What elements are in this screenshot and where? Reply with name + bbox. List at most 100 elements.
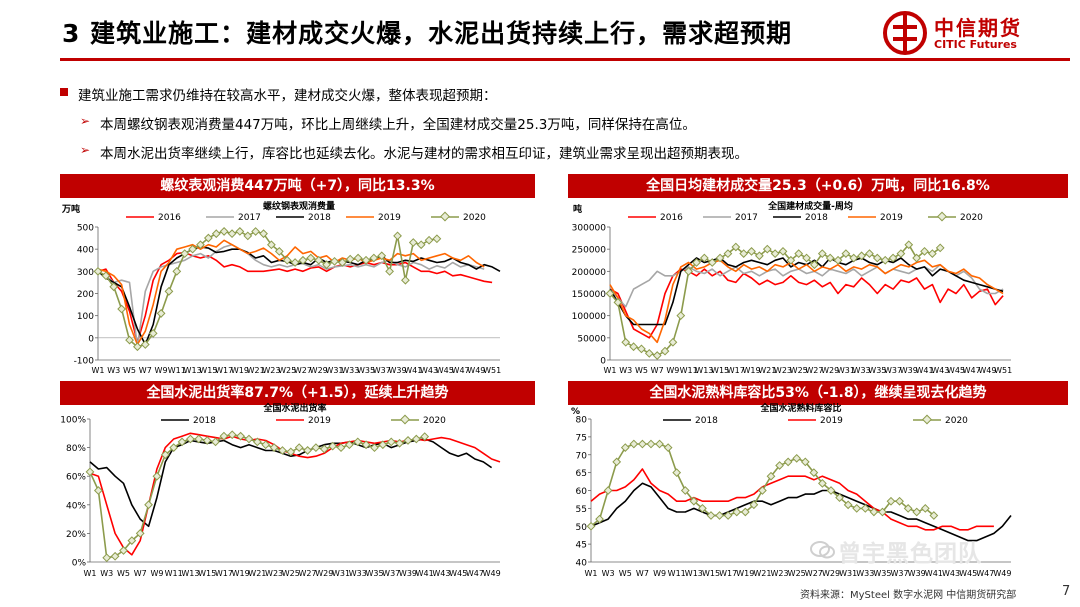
data-point-2020	[227, 229, 237, 239]
legend-label: 2016	[660, 213, 683, 223]
data-point-2020	[109, 282, 119, 292]
banner-cement-ship: 全国水泥出货率87.7%（+1.5），延续上升趋势	[60, 381, 535, 405]
y-tick-label: 20%	[66, 530, 86, 540]
y-tick-label: -100	[74, 357, 95, 367]
data-point-2020	[369, 253, 379, 263]
data-point-2020	[680, 486, 690, 495]
data-point-2020	[707, 258, 717, 267]
series-line-2019	[97, 239, 485, 346]
x-tick-label: W3	[107, 366, 120, 375]
x-tick-label: W13	[184, 366, 202, 375]
x-tick-label: W37	[891, 569, 909, 578]
data-point-2020	[699, 253, 709, 263]
legend-label: 2020	[945, 416, 968, 426]
data-point-2020	[809, 468, 819, 477]
data-point-2020	[378, 440, 388, 450]
data-point-2020	[133, 342, 142, 352]
data-point-2020	[792, 453, 802, 463]
data-point-2020	[739, 249, 749, 258]
x-tick-label: W1	[92, 366, 105, 375]
data-point-2020	[778, 246, 788, 256]
data-point-2020	[235, 227, 245, 236]
x-tick-label: W49	[993, 569, 1011, 578]
data-point-2020	[754, 251, 764, 261]
x-tick-label: W23	[262, 366, 280, 375]
data-point-2020	[160, 450, 170, 460]
x-tick-label: W39	[908, 569, 926, 578]
y-tick-label: 0	[88, 334, 94, 344]
unit-label: 吨	[573, 203, 582, 215]
x-tick-label: W9	[150, 569, 163, 578]
data-point-2020	[140, 340, 150, 349]
data-point-2020	[93, 266, 103, 276]
x-tick-label: W5	[123, 366, 136, 375]
banner-clinker: 全国水泥熟料库容比53%（-1.8），继续呈现去化趋势	[568, 381, 1068, 405]
x-tick-label: W19	[736, 569, 754, 578]
x-tick-label: W29	[310, 366, 328, 375]
x-tick-label: W51	[994, 366, 1012, 375]
data-point-2020	[303, 446, 312, 455]
x-tick-label: W41	[416, 569, 434, 578]
x-tick-label: W25	[282, 569, 300, 578]
x-tick-label: W13	[685, 569, 703, 578]
x-tick-label: W43	[420, 366, 438, 375]
bullet-sub-2: 本周水泥出货率继续上行，库容比也延续去化。水泥与建材的需求相互印证，建筑业需求呈…	[100, 146, 748, 162]
data-point-2020	[732, 507, 742, 517]
data-point-2020	[194, 434, 204, 444]
x-tick-label: W19	[231, 366, 249, 375]
y-tick-label: 100%	[60, 416, 86, 426]
x-tick-label: W17	[215, 366, 233, 375]
x-tick-label: W47	[466, 569, 484, 578]
data-point-2020	[361, 440, 371, 450]
data-point-2020	[125, 335, 134, 345]
data-point-2020	[663, 443, 673, 453]
x-tick-label: W39	[399, 569, 417, 578]
data-point-2020	[408, 238, 418, 247]
series-line-2019	[89, 432, 501, 556]
x-tick-label: W27	[294, 366, 312, 375]
data-point-2020	[676, 311, 686, 321]
y-tick-label: 500	[77, 224, 94, 234]
data-point-2020	[85, 467, 95, 477]
data-point-2020	[920, 503, 930, 513]
x-tick-label: W43	[931, 366, 949, 375]
y-tick-label: 80	[576, 416, 588, 426]
x-tick-label: W17	[727, 366, 745, 375]
legend-label: 2019	[820, 416, 843, 426]
x-tick-label: W5	[117, 569, 130, 578]
data-point-2020	[393, 231, 402, 241]
data-point-2020	[269, 443, 279, 452]
data-point-2020	[361, 255, 371, 265]
y-tick-label: 60	[576, 487, 588, 497]
data-point-2020	[306, 253, 316, 263]
data-point-2020	[330, 256, 339, 266]
x-tick-label: W37	[373, 366, 391, 375]
data-point-2020	[605, 289, 615, 298]
x-tick-label: W45	[436, 366, 454, 375]
y-tick-label: 100000	[572, 312, 607, 322]
data-point-2020	[144, 500, 153, 510]
y-tick-label: 300000	[572, 224, 607, 234]
x-tick-label: W3	[619, 366, 632, 375]
series-line-2019	[590, 468, 994, 531]
data-point-2020	[278, 446, 287, 455]
x-tick-label: W47	[963, 366, 981, 375]
data-point-2020	[644, 348, 654, 358]
data-point-2020	[314, 255, 324, 265]
data-point-2020	[646, 439, 656, 449]
x-tick-label: W7	[636, 569, 649, 578]
data-point-2020	[698, 504, 707, 513]
data-point-2020	[135, 529, 145, 538]
data-point-2020	[762, 244, 772, 254]
data-point-2020	[886, 496, 896, 506]
data-point-2020	[668, 337, 678, 347]
data-point-2020	[267, 240, 276, 250]
data-point-2020	[236, 431, 246, 441]
x-tick-label: W39	[388, 366, 406, 375]
legend-label: 2019	[378, 213, 401, 223]
x-tick-label: W31	[839, 569, 857, 578]
data-point-2020	[386, 437, 396, 447]
data-point-2020	[852, 504, 862, 513]
x-tick-label: W19	[742, 366, 760, 375]
